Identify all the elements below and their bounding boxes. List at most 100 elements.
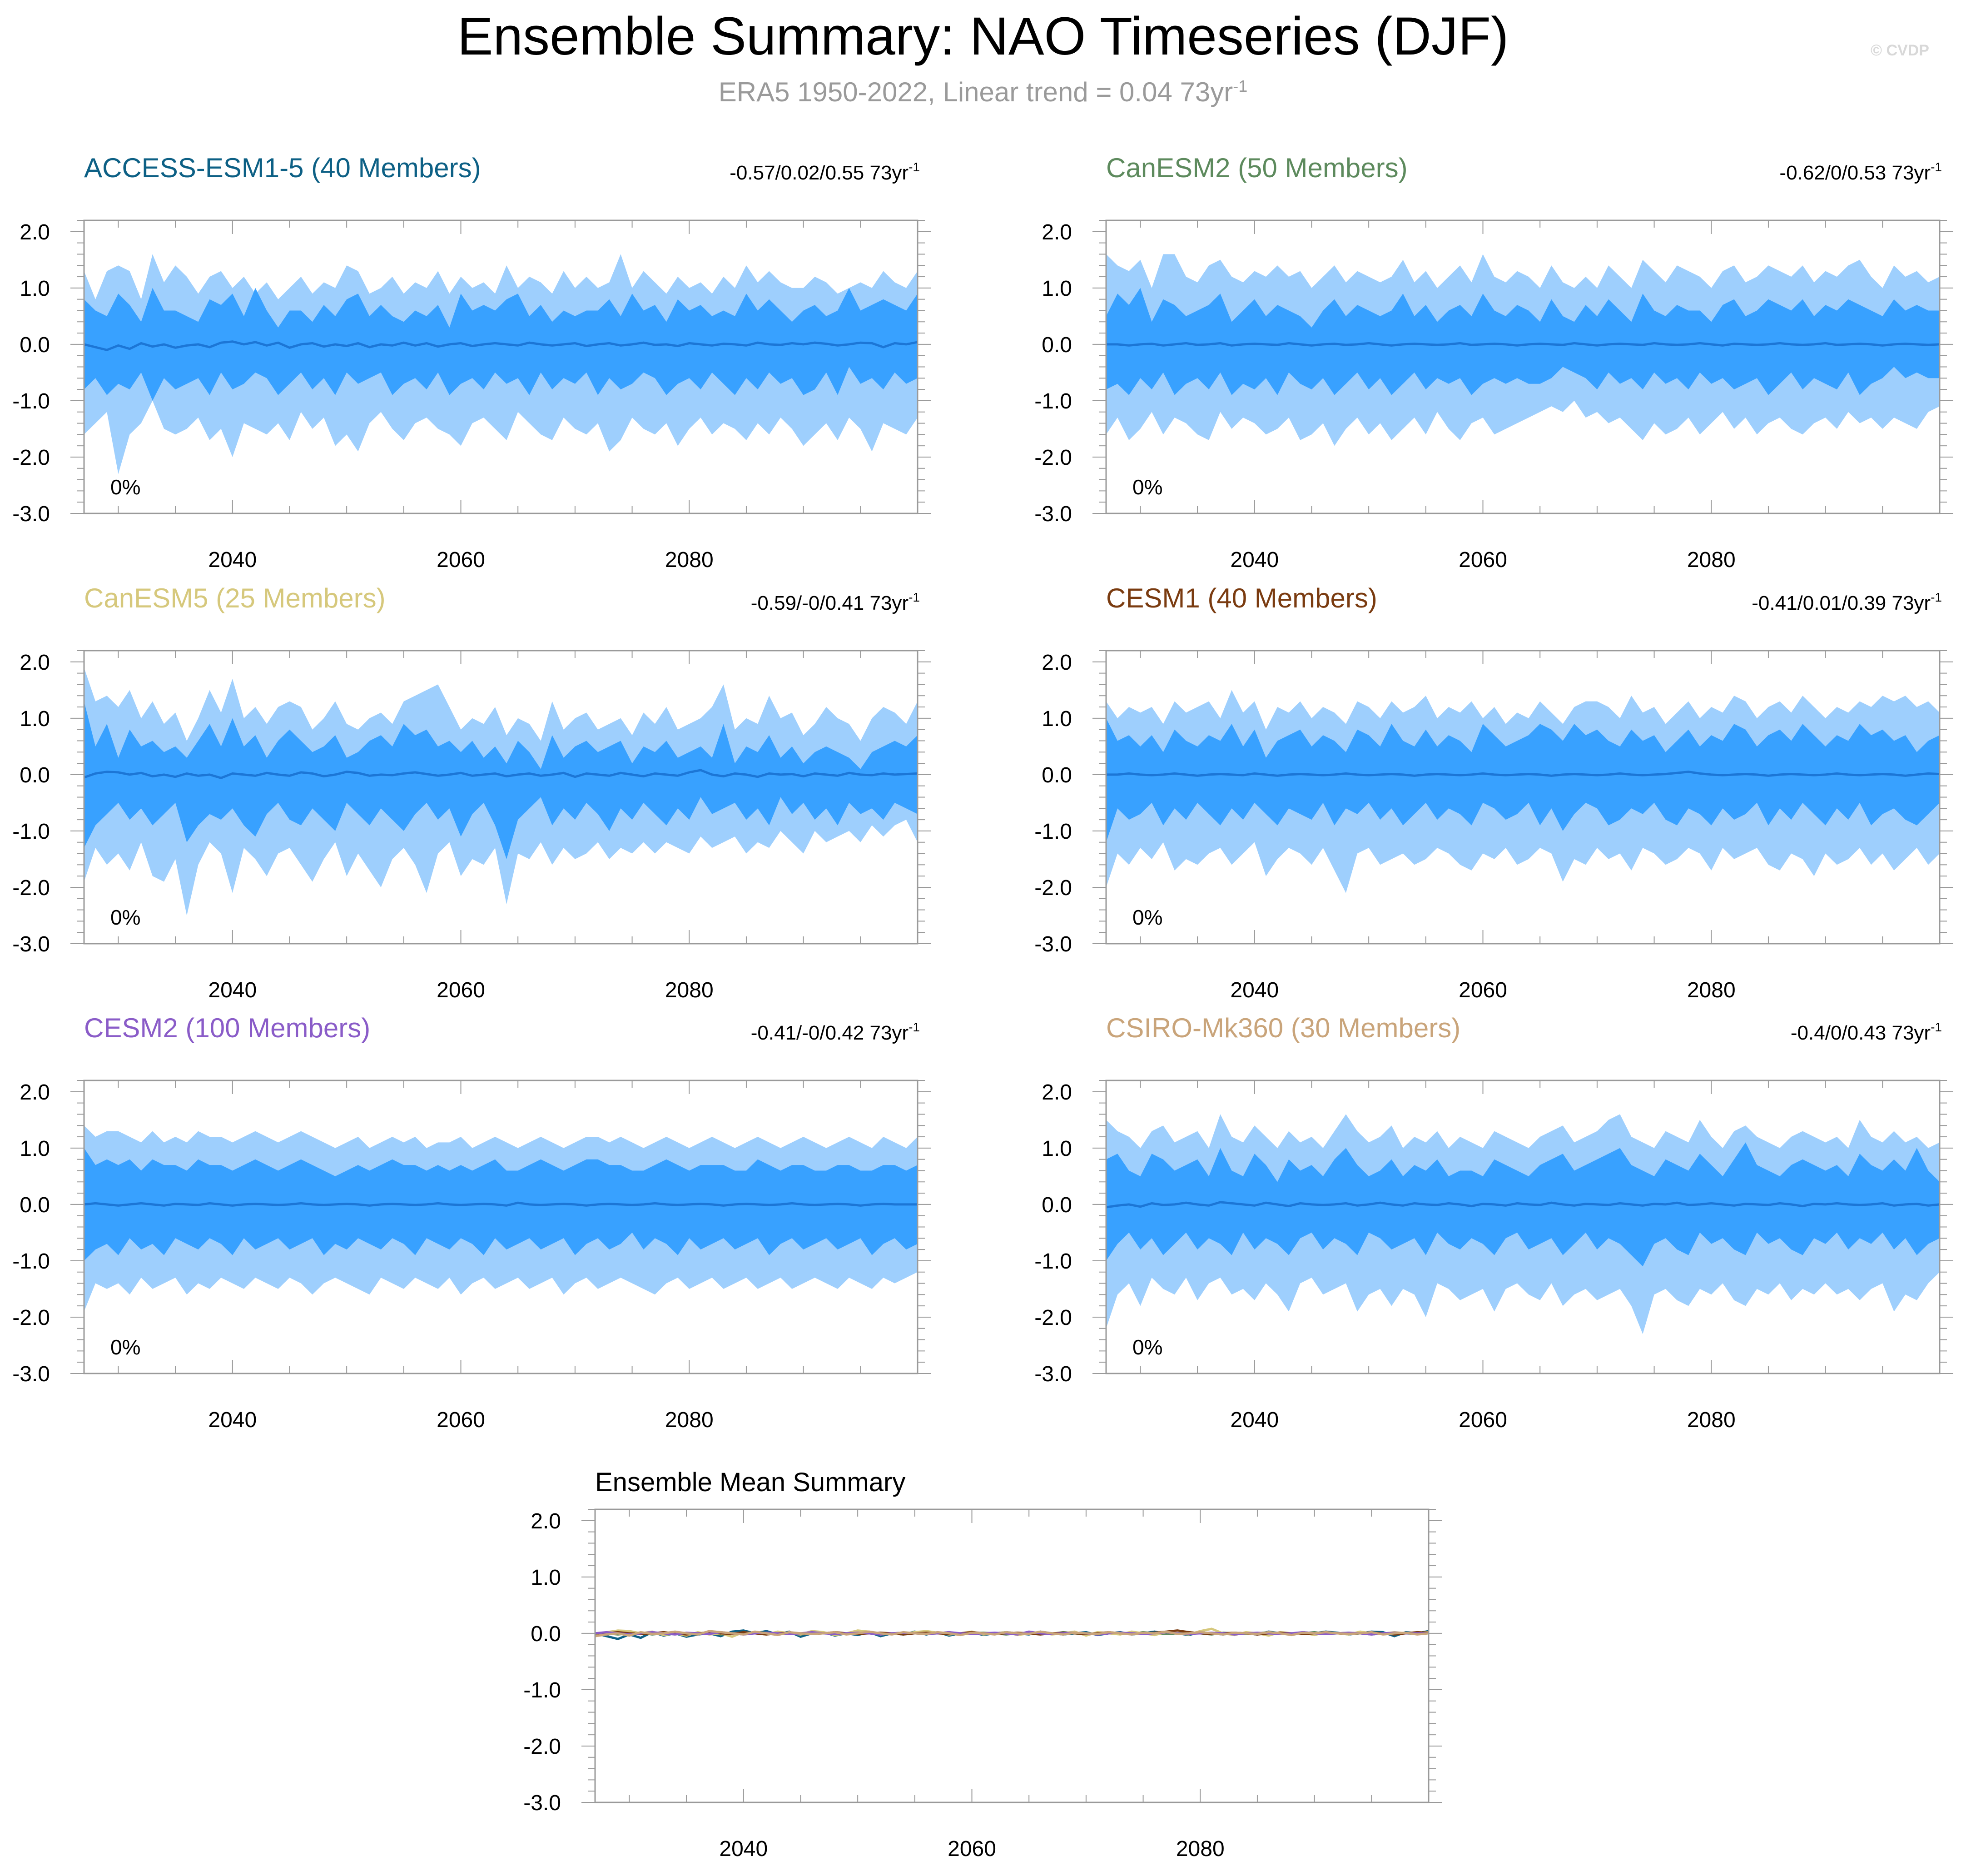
panel-title: CESM2 (100 Members) [84,1013,370,1043]
trend-text: -0.41/-0/0.42 73yr [751,1022,909,1044]
y-tick-label: 0.0 [20,763,50,787]
y-tick-label: -3.0 [1034,932,1072,956]
percent-label: 0% [1132,906,1162,929]
ensemble-mean-line [84,340,918,351]
x-tick-label: 2040 [1230,978,1279,1002]
y-tick-label: -2.0 [12,446,50,470]
y-tick-label: -2.0 [1034,876,1072,900]
y-tick-label: 2.0 [1042,651,1072,675]
panel-trend-label: -0.57/0.02/0.55 73yr-1 [730,160,920,184]
y-tick-label: -3.0 [12,932,50,956]
y-tick-label: -3.0 [1034,502,1072,526]
y-tick-label: -2.0 [1034,446,1072,470]
percent-label: 0% [110,906,140,929]
ensemble-mean-line [84,769,918,779]
x-tick-label: 2060 [437,548,485,572]
x-tick-label: 2060 [1459,548,1507,572]
panel-title: ACCESS-ESM1-5 (40 Members) [84,153,481,183]
y-tick-label: -1.0 [1034,1249,1072,1274]
y-tick-label: -3.0 [1034,1362,1072,1386]
x-tick-label: 2080 [1176,1837,1225,1861]
trend-superscript: -1 [909,160,920,174]
trend-superscript: -1 [909,590,920,604]
y-tick-label: 2.0 [20,651,50,675]
trend-text: -0.4/0/0.43 73yr [1791,1022,1931,1044]
copyright-label: © CVDP [1871,42,1929,59]
chart-panel-3: 2.0 1.0 0.0 -1.0 -2.0 -3.0 2040 2060 2080 CanESM5… [12,583,931,1002]
subtitle-text: ERA5 1950-2022, Linear trend = 0.04 73yr [718,77,1233,107]
ensemble-mean-line [1106,342,1940,347]
panel-trend-label: -0.41/0.01/0.39 73yr-1 [1752,590,1942,614]
y-tick-label: 0.0 [20,1193,50,1217]
trend-text: -0.59/-0/0.41 73yr [751,592,909,614]
chart-panel-4: 2.0 1.0 0.0 -1.0 -2.0 -3.0 2040 2060 2080 CESM1 (… [1034,583,1953,1002]
y-tick-label: 1.0 [531,1566,561,1590]
inner-range-band [1106,288,1940,395]
y-tick-label: -3.0 [523,1791,561,1815]
y-tick-label: -3.0 [12,502,50,526]
x-tick-label: 2080 [665,1408,714,1432]
plot-frame [594,1508,1430,1803]
y-tick-label: 1.0 [20,277,50,301]
x-tick-label: 2040 [208,548,257,572]
trend-superscript: -1 [1931,590,1942,604]
trend-superscript: -1 [909,1020,920,1034]
x-tick-label: 2080 [1687,978,1736,1002]
x-tick-label: 2040 [208,978,257,1002]
y-tick-label: -2.0 [12,876,50,900]
y-tick-label: -1.0 [523,1678,561,1702]
chart-panel-5: 2.0 1.0 0.0 -1.0 -2.0 -3.0 2040 2060 2080 CESM2 (… [12,1013,931,1432]
y-tick-label: 2.0 [531,1509,561,1533]
percent-label: 0% [110,475,140,499]
x-tick-label: 2080 [1687,548,1736,572]
y-tick-label: 0.0 [1042,1193,1072,1217]
y-tick-label: 0.0 [1042,333,1072,357]
x-tick-label: 2060 [437,1408,485,1432]
y-tick-label: -1.0 [12,389,50,413]
panel-trend-label: -0.59/-0/0.41 73yr-1 [751,590,920,614]
x-tick-label: 2080 [1687,1408,1736,1432]
trend-superscript: -1 [1931,1020,1942,1034]
percent-label: 0% [1132,1335,1162,1359]
chart-panel-2: 2.0 1.0 0.0 -1.0 -2.0 -3.0 2040 2060 2080 CanESM2… [1034,153,1953,572]
ensemble-mean-line [84,1201,918,1207]
figure-title: Ensemble Summary: NAO Timeseries (DJF) [457,6,1509,66]
x-tick-label: 2080 [665,978,714,1002]
y-tick-label: 2.0 [1042,220,1072,244]
panel-title: CanESM5 (25 Members) [84,583,386,613]
y-tick-label: 1.0 [1042,707,1072,731]
y-tick-label: -2.0 [523,1735,561,1759]
panel-title: CSIRO-Mk360 (30 Members) [1106,1013,1460,1043]
y-tick-label: 0.0 [531,1622,561,1646]
x-tick-label: 2080 [665,548,714,572]
subtitle-superscript: -1 [1233,77,1248,95]
x-tick-label: 2060 [1459,978,1507,1002]
y-tick-label: 0.0 [20,333,50,357]
y-tick-label: -1.0 [12,1249,50,1274]
percent-label: 0% [110,1335,140,1359]
panel-trend-label: -0.4/0/0.43 73yr-1 [1791,1020,1942,1044]
trend-text: -0.62/0/0.53 73yr [1779,162,1931,184]
x-tick-label: 2040 [1230,548,1279,572]
x-tick-label: 2040 [1230,1408,1279,1432]
panel-title: Ensemble Mean Summary [595,1468,905,1497]
y-tick-label: 1.0 [20,1137,50,1161]
y-tick-label: 1.0 [1042,277,1072,301]
inner-range-band [84,701,918,859]
panel-title: CanESM2 (50 Members) [1106,153,1408,183]
trend-superscript: -1 [1931,160,1942,174]
x-tick-label: 2060 [948,1837,996,1861]
x-tick-label: 2060 [1459,1408,1507,1432]
percent-label: 0% [1132,475,1162,499]
chart-panel-6: 2.0 1.0 0.0 -1.0 -2.0 -3.0 2040 2060 2080 CSIRO-M… [1034,1013,1953,1432]
y-tick-label: 0.0 [1042,763,1072,787]
chart-panel-1: 2.0 1.0 0.0 -1.0 -2.0 -3.0 2040 2060 2080 ACCESS-… [12,153,931,572]
x-tick-label: 2040 [208,1408,257,1432]
y-tick-label: -2.0 [12,1306,50,1330]
ensemble-mean-line [1106,771,1940,777]
y-tick-label: 2.0 [20,1080,50,1105]
chart-panel-7: 2.0 1.0 0.0 -1.0 -2.0 -3.0 2040 2060 2080 Ensembl… [523,1468,1442,1861]
panel-trend-label: -0.62/0/0.53 73yr-1 [1779,160,1942,184]
figure-subtitle: ERA5 1950-2022, Linear trend = 0.04 73yr… [0,76,1966,108]
trend-text: -0.57/0.02/0.55 73yr [730,162,909,184]
